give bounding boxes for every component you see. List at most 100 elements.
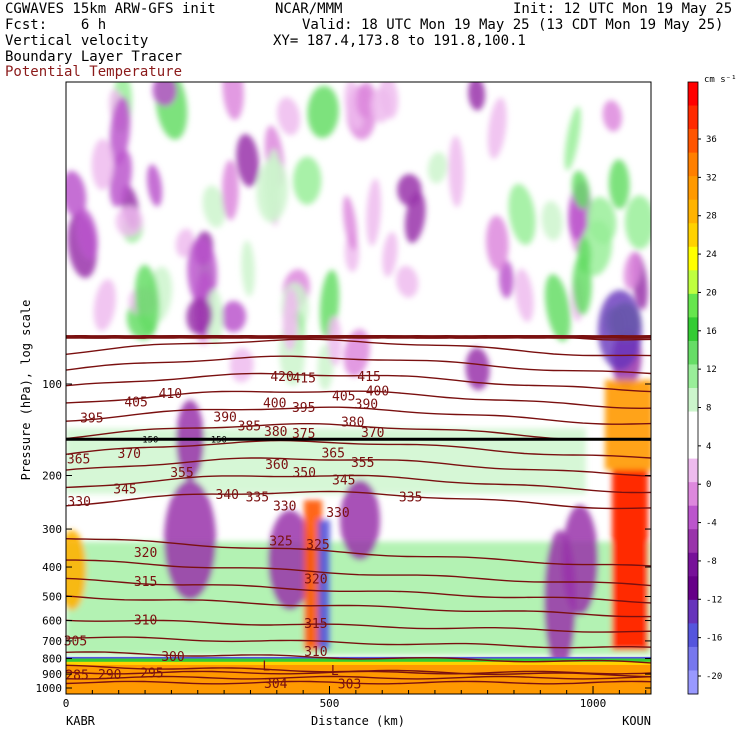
theta-contour-line (66, 680, 651, 685)
theta-label: 315 (134, 575, 157, 590)
colorbar-swatch (688, 576, 698, 601)
wave-blob (343, 195, 358, 251)
colorbar-swatch (688, 482, 698, 507)
y-tick-label: 300 (42, 523, 62, 536)
wave-blob (186, 297, 213, 335)
colorbar-tick-label: 32 (706, 173, 717, 183)
theta-label: 335 (399, 490, 422, 505)
colorbar-swatch (688, 317, 698, 342)
colorbar-swatch (688, 199, 698, 224)
downdraft-blob (164, 480, 216, 600)
theta-contour-line (66, 619, 651, 633)
colorbar-tick-label: 12 (706, 365, 717, 375)
theta-label: 285 (65, 669, 88, 684)
theta-label: 405 (124, 395, 147, 410)
theta-label: 335 (246, 490, 269, 505)
colorbar-swatch (688, 505, 698, 530)
theta-label: 320 (134, 546, 157, 561)
colorbar-tick-label: -12 (706, 595, 722, 605)
wave-blob (93, 279, 116, 332)
theta-contour-line (66, 559, 651, 587)
theta-label: 330 (273, 500, 296, 515)
colorbar-tick-label: 20 (706, 288, 717, 298)
theta-label: 350 (292, 466, 315, 481)
downdraft-blob (562, 505, 598, 615)
colorbar-swatch (688, 223, 698, 248)
theta-label: 295 (140, 666, 163, 681)
colorbar-swatch (688, 646, 698, 671)
upper-downdraft (598, 290, 642, 370)
colorbar-swatch (688, 411, 698, 436)
tracer-label: 150 (211, 435, 227, 445)
wave-blob (498, 260, 514, 299)
tracer-label: 150 (142, 435, 158, 445)
colorbar: 36 32 28 24 20 16 12 8 4 0 -4 -8 -12 -16 -20 (687, 81, 722, 695)
theta-contour-line (66, 390, 651, 410)
theta-contour-line (66, 355, 651, 375)
colorbar-swatch (688, 670, 698, 695)
x-start-station: KABR (66, 714, 96, 728)
wave-blob (468, 82, 486, 111)
theta-label: 290 (98, 668, 121, 683)
init-time: Init: 12 UTC Mon 19 May 25 (513, 1, 733, 17)
x-end-station: KOUN (622, 714, 651, 728)
wave-blob (508, 183, 536, 245)
colorbar-tick-label: -8 (706, 557, 717, 567)
theta-label: 390 (213, 411, 236, 426)
wave-blob (134, 264, 160, 336)
theta-label: 395 (80, 412, 103, 427)
low-pressure-marker: L (331, 664, 339, 679)
colorbar-swatch (688, 623, 698, 648)
theta-contour-line (66, 636, 651, 649)
y-tick-label: 1000 (36, 682, 63, 695)
colorbar-swatch (688, 435, 698, 460)
y-tick-label: 400 (42, 561, 62, 574)
colorbar-swatch (688, 82, 698, 107)
wave-blob (544, 274, 571, 342)
theta-contour-line (66, 406, 651, 425)
wave-blob (91, 138, 114, 191)
wave-blob (241, 240, 255, 297)
wave-blob (187, 237, 218, 307)
colorbar-unit: cm s⁻¹ (704, 75, 737, 85)
wave-blob (571, 170, 590, 210)
theta-label: 310 (134, 614, 157, 629)
theta-label: 325 (306, 538, 329, 553)
wave-blob (236, 133, 260, 187)
theta-label: 355 (351, 456, 374, 471)
wave-blob (486, 215, 509, 271)
theta-label: 395 (292, 401, 315, 416)
theta-contour-line (66, 334, 651, 339)
wave-blob (307, 85, 339, 139)
wave-blob (397, 174, 422, 207)
y-tick-label: 500 (42, 590, 62, 603)
wave-blob (222, 82, 244, 120)
wave-blob (608, 159, 630, 210)
theta-label: 380 (341, 416, 364, 431)
wave-blob (564, 106, 581, 171)
colorbar-swatch (688, 152, 698, 177)
wave-blob (293, 156, 322, 205)
theta-label: 370 (118, 447, 141, 462)
wave-blob (541, 200, 563, 241)
downdraft-blob (340, 480, 380, 560)
colorbar-swatch (688, 246, 698, 271)
theta-label: 345 (113, 482, 136, 497)
colorbar-swatch (688, 293, 698, 318)
theta-contour-line (66, 651, 651, 664)
y-axis-title: Pressure (hPa), log scale (19, 300, 33, 481)
wave-blob (465, 347, 490, 391)
wave-blob (427, 152, 448, 184)
colorbar-swatch (688, 129, 698, 154)
colorbar-tick-label: -20 (706, 672, 722, 682)
x-tick-label: 500 (320, 697, 340, 710)
wave-blob (222, 159, 239, 221)
theta-label: 415 (292, 372, 315, 387)
theta-contour-line (66, 457, 651, 477)
theta-contour-line (66, 490, 651, 510)
theta-label: 360 (265, 458, 288, 473)
velocity-blobs (66, 82, 651, 670)
theta-label: 310 (304, 645, 327, 660)
